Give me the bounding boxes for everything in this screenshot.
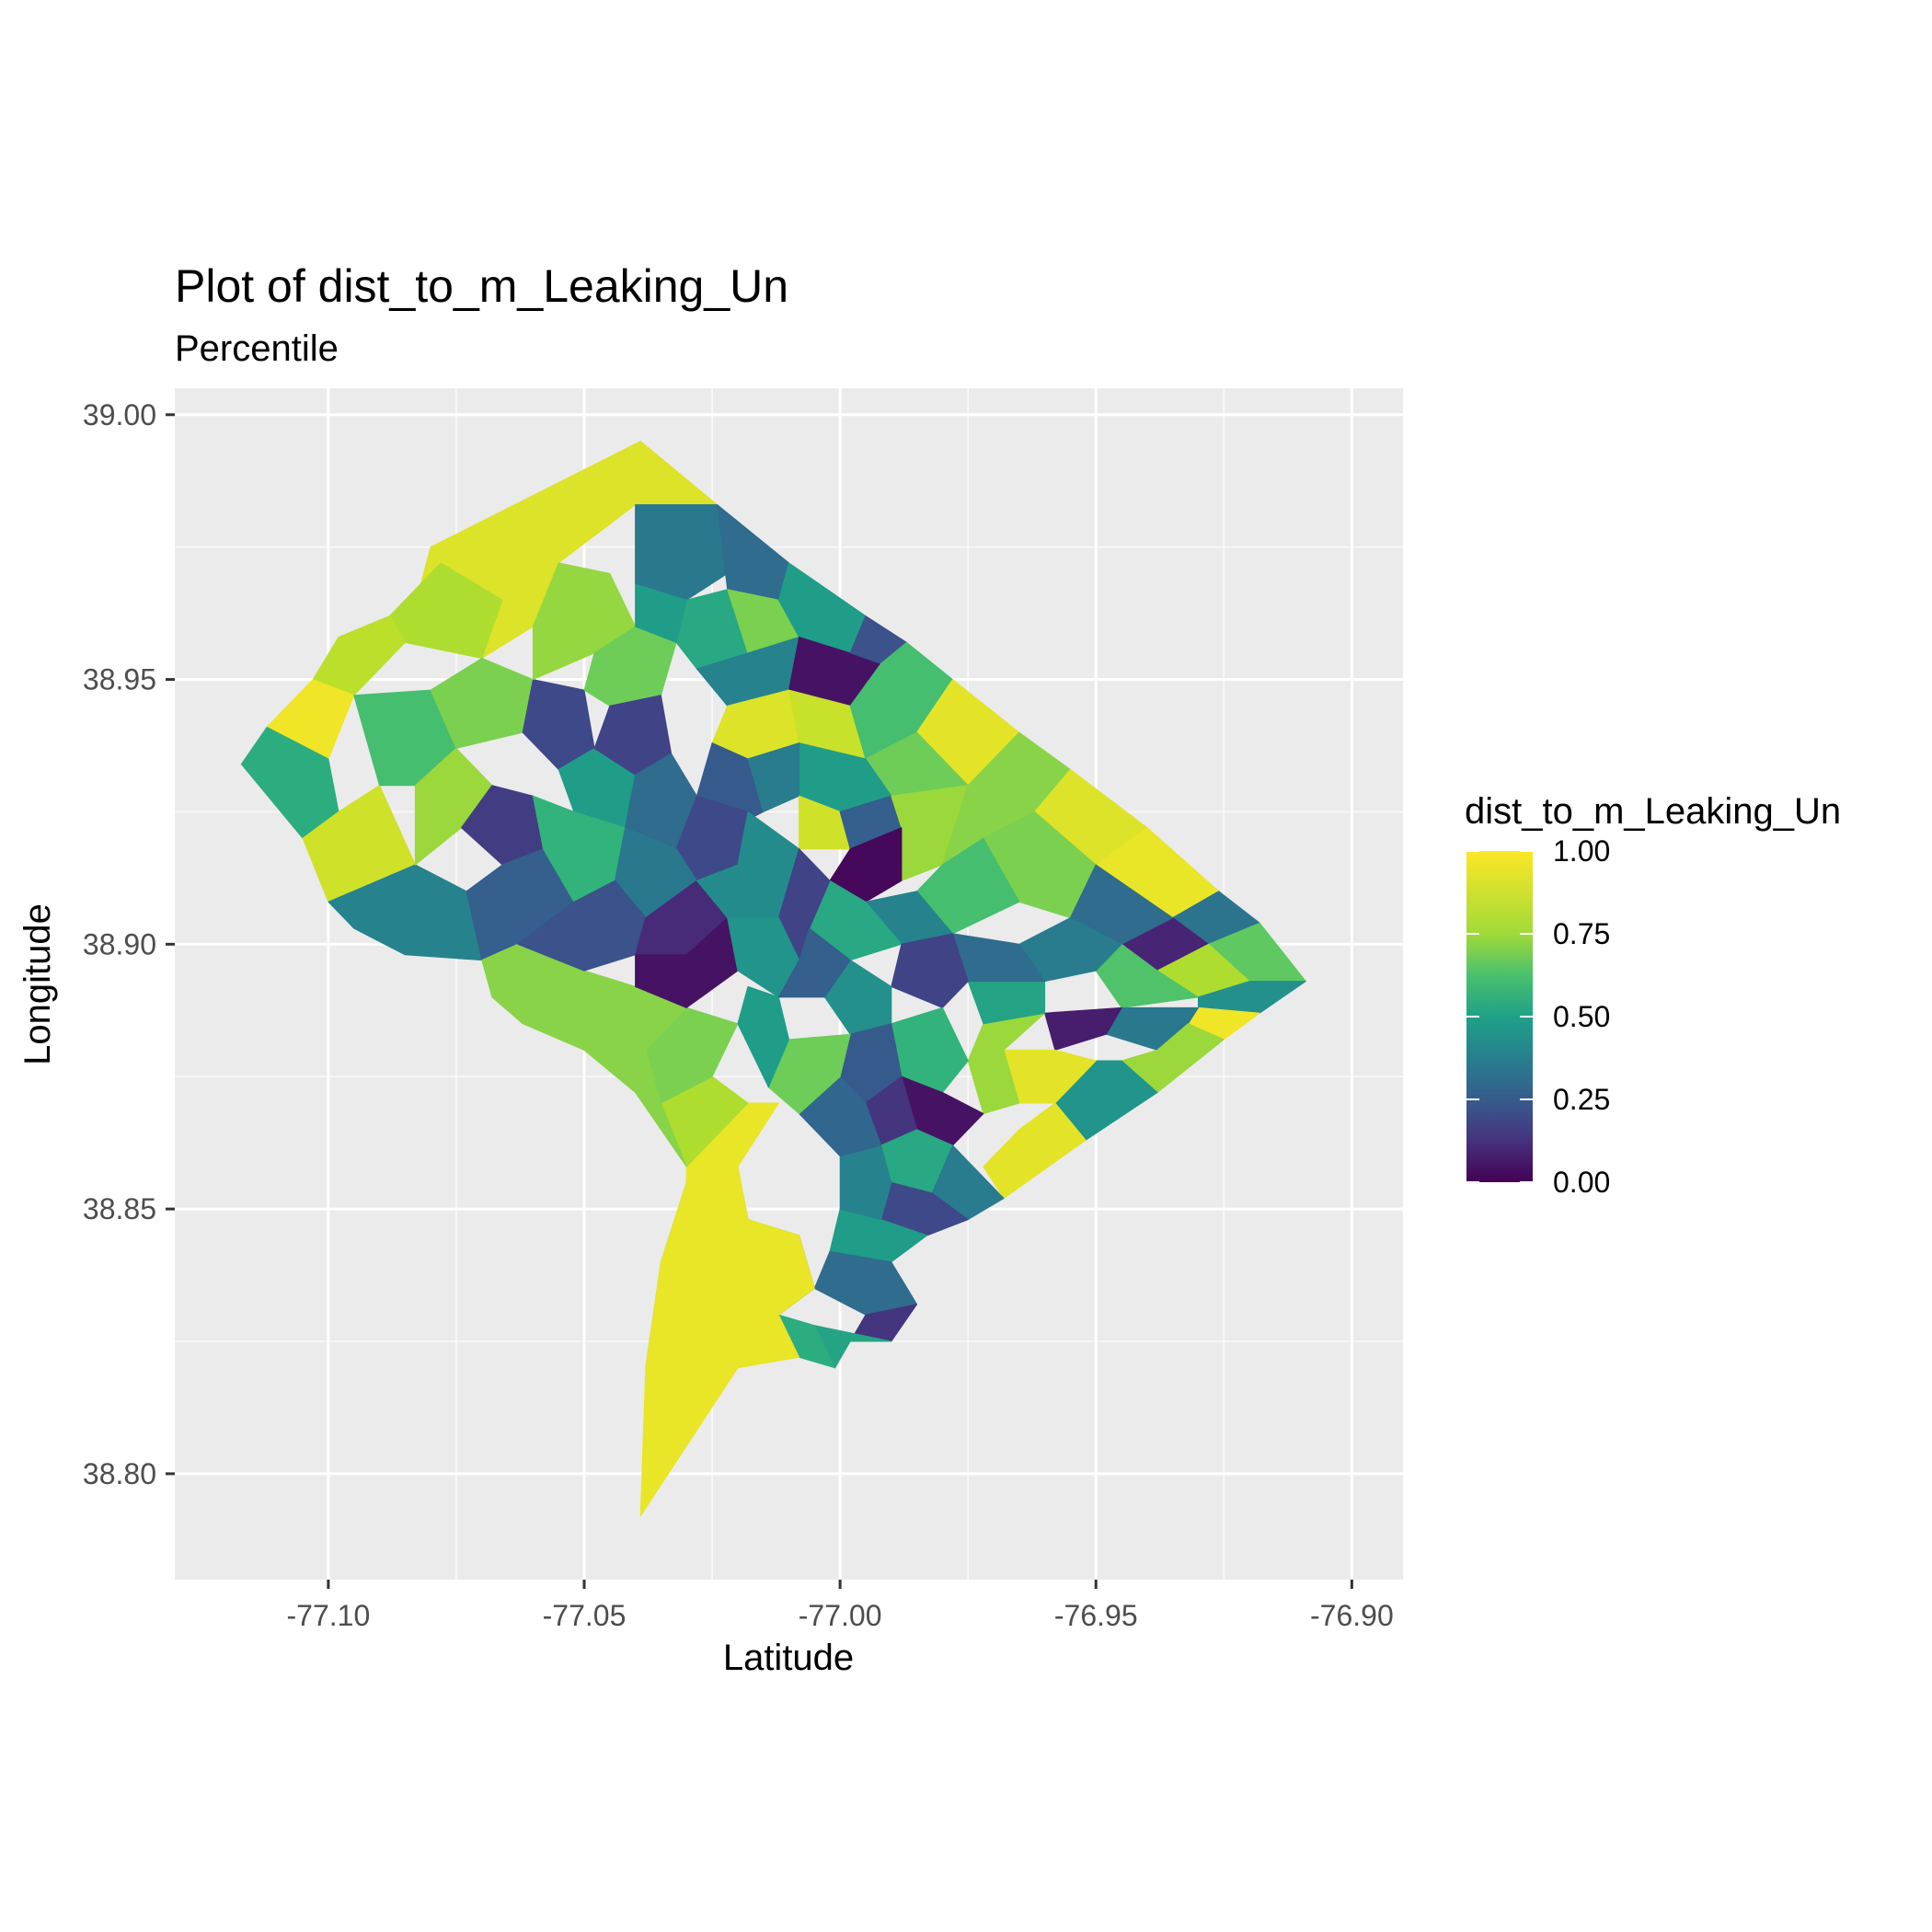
map-region (799, 1075, 882, 1157)
map-region (813, 1250, 918, 1316)
x-axis-title: Latitude (723, 1638, 854, 1678)
map-region (1121, 1023, 1225, 1093)
legend-label: 0.50 (1553, 1000, 1610, 1033)
x-tick-label: -77.00 (799, 1599, 882, 1632)
map-region (737, 985, 789, 1088)
map-region (983, 811, 1097, 919)
y-tick-label: 38.95 (83, 663, 156, 696)
legend-label: 0.00 (1553, 1166, 1610, 1199)
legend-ticks: 1.00 0.75 0.50 0.25 0.00 (1466, 834, 1610, 1199)
legend-label: 1.00 (1553, 834, 1610, 868)
map-region (777, 927, 851, 998)
map-region (829, 1208, 928, 1263)
map-region (1105, 1006, 1199, 1051)
map-region (639, 1102, 815, 1517)
legend: dist_to_m_Leaking_Un 1.00 0.75 0.50 0.25 0.0… (1465, 791, 1841, 1199)
y-axis-title: Longitude (17, 903, 58, 1065)
y-tick-label: 38.85 (83, 1192, 156, 1225)
map-region (983, 1102, 1087, 1200)
y-axis-ticks: 38.80 38.85 38.90 38.95 39.00 (83, 398, 175, 1490)
map-region (829, 827, 903, 903)
x-tick-label: -77.05 (543, 1599, 627, 1632)
x-tick-label: -76.95 (1054, 1599, 1138, 1632)
x-tick-label: -77.10 (287, 1599, 371, 1632)
map-region (1198, 981, 1306, 1014)
map-region (1018, 917, 1122, 983)
map-region (891, 785, 969, 881)
map-region (635, 583, 687, 643)
legend-title: dist_to_m_Leaking_Un (1465, 791, 1841, 832)
map-region (823, 960, 892, 1035)
legend-label: 0.75 (1553, 917, 1610, 950)
x-tick-label: -76.90 (1310, 1599, 1394, 1632)
map-region (635, 504, 729, 601)
map-region (839, 1144, 892, 1221)
y-tick-label: 38.90 (83, 927, 156, 960)
y-tick-label: 38.80 (83, 1457, 156, 1490)
map-region (767, 1033, 851, 1114)
map-regions (240, 441, 1306, 1517)
y-tick-label: 39.00 (83, 398, 156, 431)
chart-title: Plot of dist_to_m_Leaking_Un (175, 260, 788, 312)
map-region (302, 785, 416, 903)
chart-subtitle: Percentile (175, 328, 339, 369)
map-region (1095, 943, 1199, 1008)
x-axis-ticks: -77.10 -77.05 -77.00 -76.95 -76.90 (287, 1580, 1394, 1632)
legend-label: 0.25 (1553, 1083, 1610, 1116)
map-region (891, 933, 969, 1008)
map-region (522, 679, 595, 770)
